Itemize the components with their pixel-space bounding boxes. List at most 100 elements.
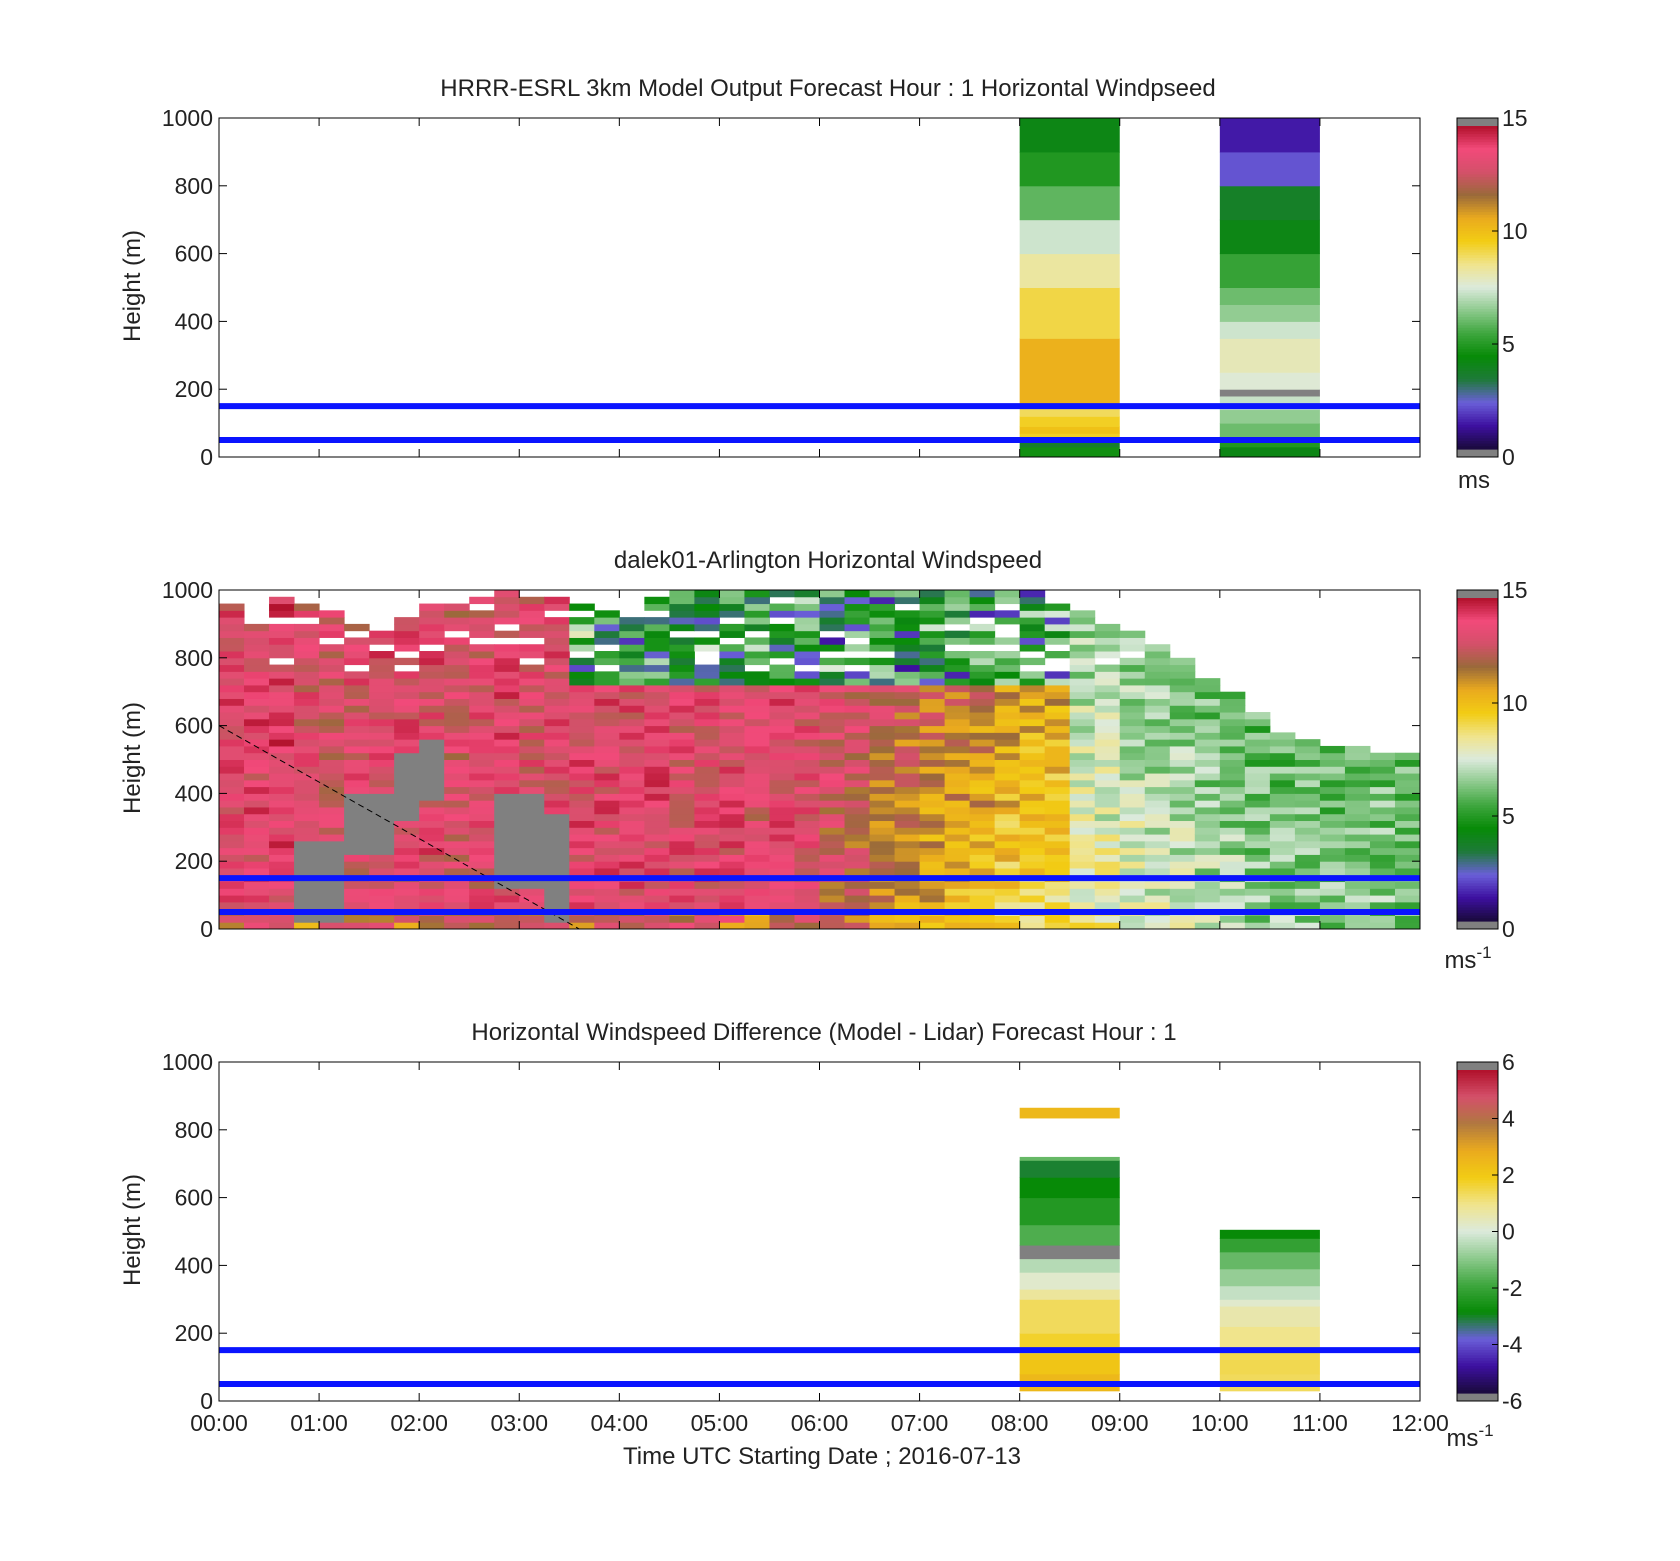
y-tick-label: 400: [175, 1252, 213, 1278]
colorbar-segment: [1457, 290, 1498, 294]
panel-2-colorbar-unit: ms-1: [1444, 943, 1491, 974]
heatmap-cell: [319, 895, 345, 903]
heatmap-cell: [419, 888, 445, 896]
panel-1-colorbar-unit: ms: [1458, 467, 1490, 494]
heatmap-cell: [769, 888, 795, 896]
heatmap-cell: [369, 854, 395, 862]
heatmap-cell: [994, 901, 1021, 910]
heatmap-cell: [519, 739, 545, 747]
heatmap-cell: [344, 867, 370, 876]
heatmap-cell: [644, 881, 670, 889]
heatmap-cell: [944, 651, 971, 659]
heatmap-cell: [1044, 745, 1071, 754]
heatmap-cell: [694, 610, 720, 618]
heatmap-cell: [744, 847, 770, 855]
colorbar-segment: [1457, 1075, 1498, 1079]
heatmap-cell: [869, 766, 896, 774]
heatmap-cell: [1169, 922, 1196, 930]
colorbar-segment: [1457, 1094, 1498, 1098]
heatmap-cell: [819, 786, 846, 794]
heatmap-cell: [569, 840, 595, 849]
heatmap-cell: [544, 901, 570, 910]
colorbar-segment: [1457, 600, 1498, 604]
heatmap-cell: [1219, 185, 1320, 221]
heatmap-cell: [1294, 800, 1321, 808]
heatmap-cell: [1294, 901, 1321, 910]
y-tick-label: 400: [175, 308, 213, 334]
colorbar-segment: [1457, 627, 1498, 631]
heatmap-cell: [844, 671, 871, 679]
heatmap-cell: [794, 705, 820, 713]
colorbar-segment: [1457, 368, 1498, 372]
heatmap-cell: [719, 671, 745, 679]
colorbar-segment: [1457, 864, 1498, 868]
heatmap-cell: [919, 725, 946, 733]
heatmap-cell: [669, 718, 695, 727]
heatmap-cell: [669, 623, 695, 632]
colorbar-segment: [1457, 1139, 1498, 1144]
colorbar-segment: [1457, 1199, 1498, 1203]
colorbar-segment: [1457, 910, 1498, 914]
heatmap-cell: [1069, 657, 1096, 666]
heatmap-cell: [844, 718, 871, 727]
heatmap-cell: [1019, 416, 1120, 427]
heatmap-cell: [869, 901, 896, 910]
heatmap-cell: [1219, 759, 1246, 767]
heatmap-cell: [469, 800, 495, 808]
heatmap-cell: [269, 691, 295, 699]
heatmap-cell: [394, 718, 420, 727]
colorbar-segment: [1457, 1333, 1498, 1338]
heatmap-cell: [244, 718, 270, 727]
heatmap-cell: [819, 718, 846, 727]
heatmap-cell: [1069, 888, 1096, 896]
y-tick-label: 800: [175, 1117, 213, 1143]
heatmap-cell: [794, 637, 820, 645]
heatmap-cell: [1019, 739, 1046, 747]
heatmap-cell: [369, 773, 395, 781]
heatmap-cell: [794, 732, 820, 740]
heatmap-cell: [444, 603, 470, 611]
heatmap-cell: [1294, 867, 1321, 876]
heatmap-cell: [644, 752, 670, 760]
heatmap-cell: [319, 698, 345, 706]
heatmap-cell: [219, 779, 245, 788]
heatmap-cell: [1094, 840, 1121, 849]
heatmap-cell: [1144, 732, 1171, 740]
heatmap-cell: [619, 630, 645, 638]
colorbar-segment: [1457, 829, 1498, 833]
heatmap-cell: [344, 800, 370, 808]
colorbar-segment: [1457, 333, 1498, 337]
heatmap-cell: [769, 623, 795, 632]
heatmap-cell: [894, 813, 921, 822]
colorbar-segment: [1457, 632, 1498, 637]
heatmap-cell: [1219, 1326, 1320, 1348]
panel-1-cells: [1019, 118, 1320, 458]
heatmap-cell: [1369, 895, 1396, 903]
colorbar-segment: [1457, 904, 1498, 909]
heatmap-cell: [819, 705, 846, 713]
heatmap-cell: [544, 895, 570, 903]
heatmap-cell: [1044, 793, 1071, 801]
colorbar-segment: [1457, 144, 1498, 149]
heatmap-cell: [294, 644, 320, 652]
heatmap-cell: [619, 684, 645, 693]
heatmap-cell: [394, 678, 420, 686]
heatmap-cell: [594, 718, 620, 727]
heatmap-cell: [644, 779, 670, 788]
colorbar-segment: [1457, 1379, 1498, 1383]
heatmap-cell: [319, 718, 345, 727]
heatmap-cell: [369, 739, 395, 747]
heatmap-cell: [694, 718, 720, 727]
heatmap-cell: [394, 739, 420, 747]
heatmap-cell: [244, 739, 270, 747]
heatmap-cell: [769, 895, 795, 903]
heatmap-cell: [644, 820, 670, 828]
heatmap-cell: [569, 793, 595, 801]
heatmap-cell: [369, 847, 395, 855]
heatmap-cell: [469, 806, 495, 815]
heatmap-cell: [844, 732, 871, 740]
heatmap-cell: [394, 895, 420, 903]
heatmap-cell: [869, 779, 896, 788]
heatmap-cell: [1069, 664, 1096, 672]
heatmap-cell: [369, 800, 395, 808]
